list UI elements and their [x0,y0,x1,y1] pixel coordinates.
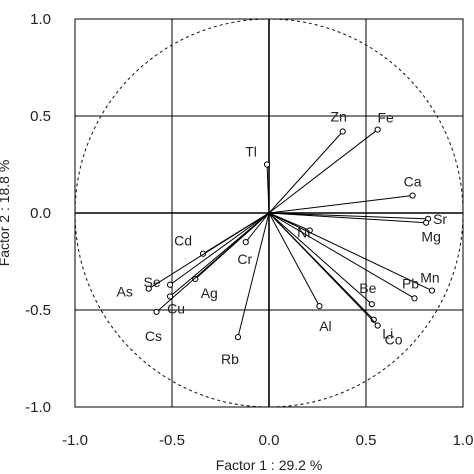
vector-be [268,212,373,305]
label-cs: Cs [145,328,162,344]
point-cr [242,239,249,246]
point-ca [409,192,416,199]
label-mn: Mn [420,270,439,286]
plot-frame [74,18,464,408]
point-be [368,301,375,308]
y-tick-label: 0.5 [30,108,51,125]
label-as: As [117,284,133,300]
point-ag [192,275,199,283]
vector-mn [268,212,433,292]
x-tick-label: 1.0 [453,432,474,449]
point-pb [411,295,418,302]
vector-sr [268,212,429,220]
y-tick-labels: 1.0 0.5 0.0 -0.5 -1.0 [25,11,51,416]
label-pb: Pb [402,275,419,291]
vector-mg [268,212,427,224]
point-tl [263,161,271,168]
vector-pb [268,212,415,299]
x-tick-label: 0.5 [356,432,377,449]
point-cs [153,308,160,316]
label-be: Be [359,280,376,296]
label-tl: Tl [245,144,257,160]
point-fe [374,126,381,133]
y-tick-label: 0.0 [30,205,51,222]
x-tick-label: 0.0 [259,432,280,449]
label-cu: Cu [167,300,185,316]
x-axis-title: Factor 1 : 29.2 % [216,457,323,473]
vector-rb [237,212,270,338]
point-mg [423,219,430,226]
x-tick-label: -0.5 [159,432,185,449]
loading-vectors: Zn FeTlCaSrMgNiMnPbBeLiCoAlRbCdCrSeAgAsCu… [117,109,448,368]
label-cd: Cd [174,233,192,249]
label-ca: Ca [404,174,422,190]
label-al: Al [319,318,331,334]
y-tick-label: -0.5 [25,302,51,319]
point-as [145,285,152,292]
label-cr: Cr [237,251,252,267]
vector-co [268,212,378,326]
vector-as [148,212,270,290]
point-co [374,322,381,329]
point-li [370,316,377,323]
label-rb: Rb [221,351,239,367]
vector-cr [245,212,270,243]
label-fe: Fe [377,110,394,126]
x-tick-labels: -1.0 -0.5 0.0 0.5 1.0 [62,432,473,449]
label-zn: Zn [331,109,347,125]
point-zn [339,128,346,135]
vector-fe [268,129,378,214]
label-mg: Mg [421,229,440,245]
point-rb [234,334,242,341]
y-axis-title: Factor 2 : 18.8 % [0,160,12,267]
point-cu [166,293,174,300]
y-tick-label: -1.0 [25,399,51,416]
vector-se [169,212,270,286]
label-li: Li [382,326,393,342]
label-co: Co [385,332,403,348]
vector-cs [156,212,270,313]
point-se [166,281,174,288]
point-mn [428,287,436,294]
x-tick-label: -1.0 [62,432,88,449]
vector-ca [268,195,413,214]
y-tick-label: 1.0 [30,11,51,28]
vector-al [268,212,320,307]
vector-zn [268,131,344,214]
point-al [316,303,323,310]
label-sr: Sr [433,211,447,227]
label-ag: Ag [201,285,218,301]
vector-tl [266,164,270,214]
